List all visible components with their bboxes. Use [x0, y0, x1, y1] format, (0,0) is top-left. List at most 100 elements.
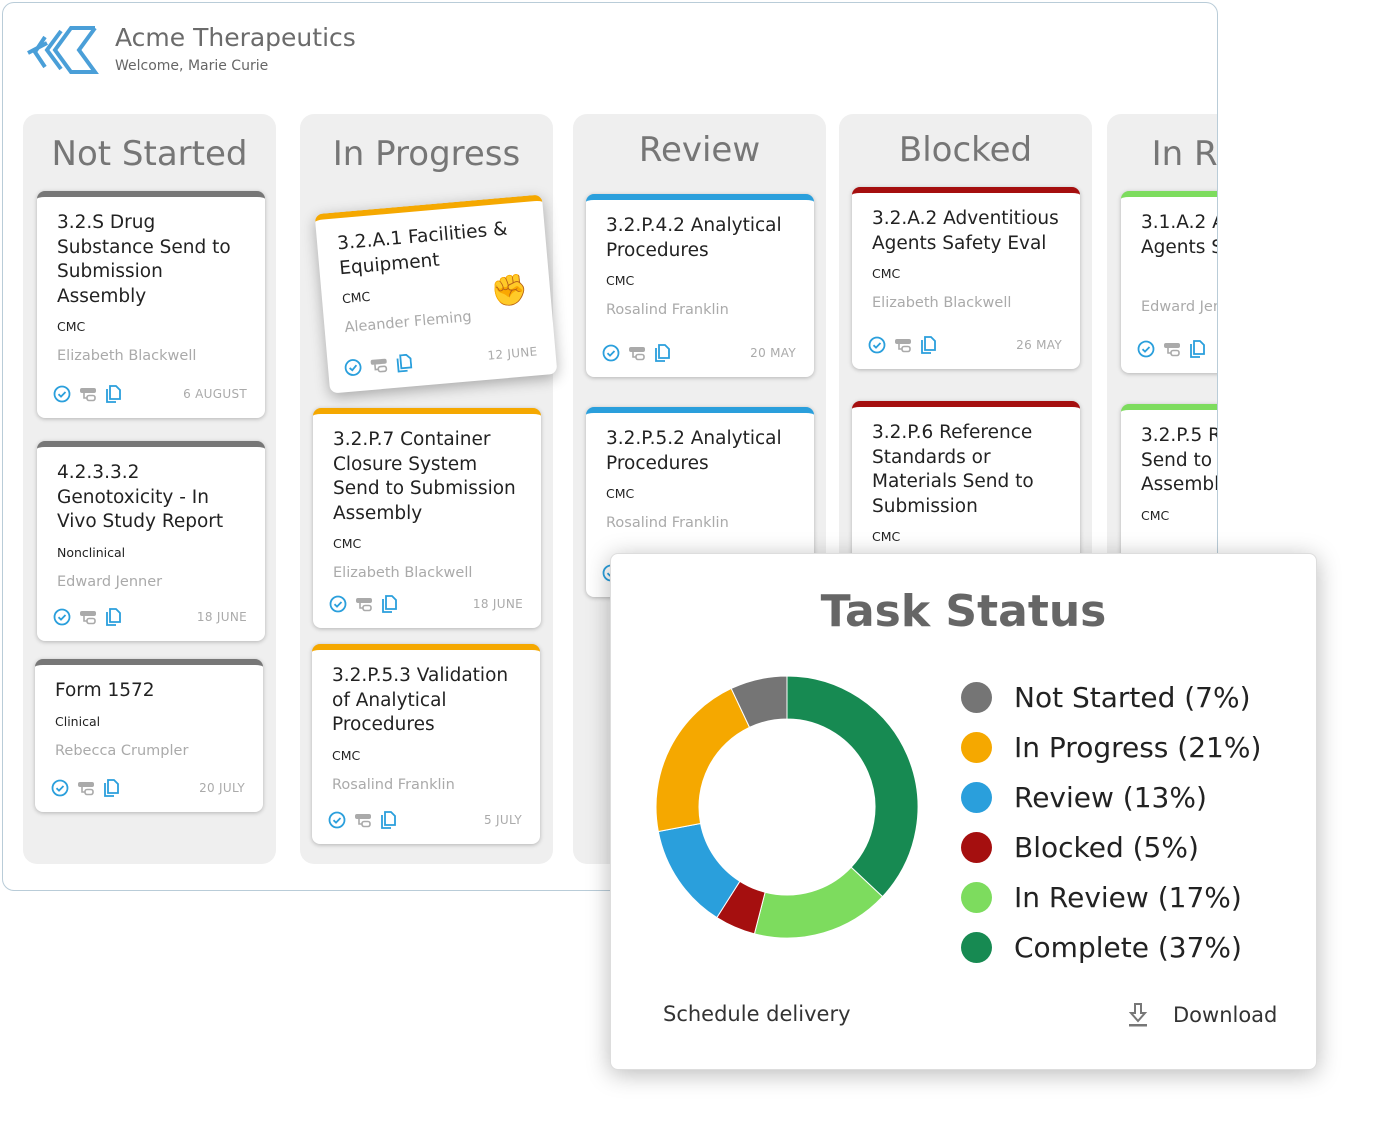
card-category: CMC [872, 266, 901, 281]
documents-icon[interactable] [1189, 340, 1205, 358]
card-due-date: 5 JULY [484, 813, 522, 827]
donut-slice-complete [786, 675, 919, 898]
card-title: 3.2.S Drug Substance Send to Submission … [57, 212, 231, 307]
column-title: Review [638, 130, 761, 170]
card-title: 3.2.A.1 Facilities & Equipment [336, 218, 509, 279]
documents-icon[interactable] [105, 608, 121, 626]
donut-slice-in-progress [655, 687, 751, 833]
documents-icon[interactable] [654, 344, 670, 362]
legend-swatch [961, 881, 992, 913]
schedule-delivery-button[interactable]: Schedule delivery [663, 1002, 851, 1026]
documents-icon[interactable] [920, 336, 936, 354]
card-title: Form 1572 [55, 680, 155, 701]
card-category: CMC [872, 529, 901, 544]
workflow-icon[interactable] [79, 609, 97, 625]
column-title: Not Started [51, 134, 248, 174]
legend-item: Blocked (5%) [961, 822, 1261, 872]
documents-icon[interactable] [381, 595, 397, 613]
card-title: 3.2.P.7 Container Closure System Send to… [333, 429, 516, 524]
legend-item: In Review (17%) [961, 872, 1261, 922]
welcome-text: Welcome, Marie Curie [115, 58, 269, 74]
task-card-dragging[interactable]: 3.2.A.1 Facilities & Equipment CMC Aleande… [314, 194, 558, 394]
legend-item: In Progress (21%) [961, 722, 1261, 772]
card-assignee: Rosalind Franklin [606, 302, 729, 318]
legend-item: Review (13%) [961, 772, 1261, 822]
workflow-icon[interactable] [77, 780, 95, 796]
card-category: Clinical [55, 713, 101, 729]
workflow-icon[interactable] [354, 812, 372, 828]
legend-label: In Review (17%) [1014, 880, 1242, 914]
approve-check-icon[interactable] [343, 358, 363, 378]
card-title: 3.2.P.5.2 Analytical Procedures [606, 428, 782, 474]
card-title: 3.2.P.6 Reference Standards or Materials… [872, 422, 1034, 517]
card-actions: 6 AUGUST [53, 384, 247, 404]
column-title: In Review [1151, 134, 1217, 174]
card-category: Nonclinical [57, 544, 126, 560]
task-card[interactable]: 3.2.P.7 Container Closure System Send to… [313, 408, 541, 628]
schedule-delivery-label: Schedule delivery [663, 1002, 851, 1026]
card-category: CMC [332, 747, 361, 763]
documents-icon[interactable] [380, 811, 396, 829]
workflow-icon[interactable] [894, 337, 912, 353]
card-actions: 5 JULY [328, 810, 522, 830]
card-actions: 20 MAY [602, 343, 796, 363]
card-title: 3.2.P.4.2 Analytical Procedures [606, 215, 782, 261]
documents-icon[interactable] [103, 779, 119, 797]
card-actions [1137, 339, 1217, 359]
approve-check-icon[interactable] [329, 595, 347, 613]
card-assignee: Rosalind Franklin [332, 776, 455, 793]
card-category: CMC [57, 319, 86, 334]
legend-swatch [961, 681, 992, 713]
workflow-icon[interactable] [355, 596, 373, 612]
task-card[interactable]: Form 1572 Clinical Rebecca Crumpler 20 JULY [35, 659, 263, 812]
approve-check-icon[interactable] [1137, 340, 1155, 358]
card-title: 4.2.3.3.2 Genotoxicity - In Vivo Study R… [57, 462, 224, 532]
task-card[interactable]: 3.2.A.2 Adventitious Agents Safety Eval C… [852, 187, 1080, 369]
workflow-icon[interactable] [1163, 341, 1181, 357]
approve-check-icon[interactable] [602, 344, 620, 362]
card-assignee: Edward Jenner [57, 573, 163, 590]
task-status-dialog: Task Status Not Started (7%) In Progress … [610, 553, 1317, 1070]
card-title: 3.2.P.5 Reference Send to Submission Ass… [1141, 425, 1217, 495]
card-assignee: Elizabeth Blackwell [872, 295, 1012, 311]
approve-check-icon[interactable] [53, 608, 71, 626]
workflow-icon[interactable] [79, 386, 97, 402]
card-actions: 12 JUNE [343, 341, 538, 378]
card-category: CMC [606, 273, 635, 288]
task-card[interactable]: 3.2.P.5.3 Validation of Analytical Proce… [312, 644, 540, 844]
card-actions: 18 JUNE [329, 594, 523, 614]
card-category: CMC [606, 486, 635, 501]
approve-check-icon[interactable] [53, 385, 71, 403]
documents-icon[interactable] [105, 385, 121, 403]
legend-swatch [961, 781, 992, 813]
column-not-started: Not Started 3.2.S Drug Substance Send to … [23, 114, 276, 864]
company-logo [27, 26, 99, 74]
card-due-date: 6 AUGUST [183, 387, 247, 401]
documents-icon[interactable] [395, 353, 413, 373]
task-card[interactable]: 3.2.P.4.2 Analytical Procedures CMC Rosali… [586, 194, 814, 377]
workflow-icon[interactable] [628, 345, 646, 361]
task-card[interactable]: 3.2.S Drug Substance Send to Submission … [37, 191, 265, 418]
card-due-date: 18 JUNE [196, 610, 247, 624]
dialog-title: Task Status [820, 586, 1107, 637]
app-title: Acme Therapeutics [115, 23, 356, 52]
approve-check-icon[interactable] [328, 811, 346, 829]
approve-check-icon[interactable] [868, 336, 886, 354]
card-category: CMC [1141, 507, 1170, 523]
card-category: CMC [333, 536, 362, 551]
card-due-date: 20 MAY [750, 346, 796, 360]
legend-swatch [961, 931, 992, 963]
card-actions: 18 JUNE [53, 607, 247, 627]
donut-slice-not-started [730, 675, 788, 729]
legend-item: Not Started (7%) [961, 672, 1261, 722]
task-card[interactable]: 4.2.3.3.2 Genotoxicity - In Vivo Study R… [37, 441, 265, 641]
legend-item: Complete (37%) [961, 922, 1261, 972]
download-button[interactable]: Download [1127, 1002, 1277, 1028]
column-in-progress: In Progress 3.2.A.1 Facilities & Equipmen… [300, 114, 558, 864]
task-card[interactable]: 3.1.A.2 Adventitious Agents Safety Eval … [1121, 191, 1217, 373]
chart-legend: Not Started (7%) In Progress (21%) Review … [961, 672, 1261, 972]
card-title: 3.1.A.2 Adventitious Agents Safety Eval [1141, 212, 1217, 258]
legend-label: In Progress (21%) [1014, 730, 1262, 764]
workflow-icon[interactable] [369, 356, 388, 374]
approve-check-icon[interactable] [51, 779, 69, 797]
